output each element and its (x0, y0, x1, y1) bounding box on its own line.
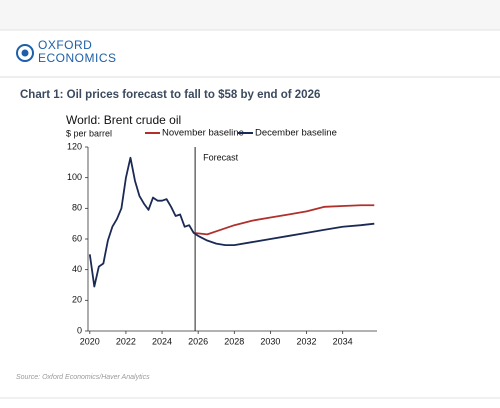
logo[interactable]: OXFORD ECONOMICS (16, 38, 117, 65)
x-tick-label: 2030 (260, 336, 280, 346)
x-tick-label: 2026 (188, 336, 208, 346)
x-tick-label: 2024 (152, 336, 172, 346)
y-tick-label: 60 (72, 233, 82, 243)
x-tick-label: 2020 (80, 336, 100, 346)
top-bar (0, 0, 500, 30)
x-tick-label: 2032 (297, 336, 317, 346)
logo-text: ECONOMICS (38, 51, 117, 65)
logo-icon (16, 44, 34, 62)
y-tick-label: 0 (77, 325, 82, 335)
series-line (193, 204, 375, 236)
y-tick-label: 40 (72, 264, 82, 274)
x-tick-label: 2034 (333, 336, 353, 346)
plot: 0 20 40 60 80 100 120 2020 2022 2024 2026 2028 2030 2… (67, 128, 377, 346)
y-tick-label: 100 (67, 172, 82, 182)
annotation: Forecast (203, 152, 239, 162)
chart-subtitle: World: Brent crude oil (66, 113, 181, 127)
y-tick-label: 120 (67, 141, 82, 151)
series-line (88, 156, 375, 288)
x-tick-label: 2028 (224, 336, 244, 346)
chart-title: Chart 1: Oil prices forecast to fall to … (20, 89, 320, 101)
y-tick-label: 20 (72, 295, 82, 305)
legend-label: November baseline (162, 128, 244, 139)
source: Source: Oxford Economics/Haver Analytics (16, 374, 150, 381)
y-tick-label: 80 (72, 203, 82, 213)
x-tick-label: 2022 (116, 336, 136, 346)
legend-label: December baseline (255, 128, 337, 139)
logo-text: OXFORD (38, 38, 92, 52)
logo-icon-dot (21, 49, 29, 57)
y-axis-label: $ per barrel (66, 128, 112, 138)
